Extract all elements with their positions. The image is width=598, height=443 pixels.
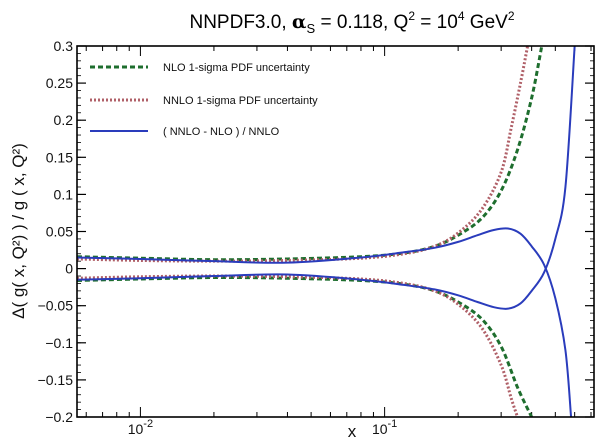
y-tick-label: −0.1: [45, 335, 73, 351]
title-q-sup: 2: [408, 9, 415, 23]
title-mid: = 0.118, Q: [315, 12, 408, 33]
series-diff-upper: [77, 227, 573, 417]
y-tick-label: −0.15: [38, 372, 74, 388]
x-tick-label: 10-1: [372, 418, 397, 437]
x-axis-label: x: [348, 422, 357, 441]
series-layer: [77, 46, 576, 417]
legend-label-nnlo: NNLO 1-sigma PDF uncertainty: [163, 95, 318, 107]
y-tick-label: 0.05: [46, 224, 73, 240]
legend: NLO 1-sigma PDF uncertainty NNLO 1-sigma…: [90, 62, 318, 138]
chart-title: NNPDF3.0, αS = 0.118, Q2 = 104 GeV2: [189, 9, 514, 36]
y-tick-label: 0.1: [54, 186, 74, 202]
y-tick-label: 0.3: [54, 38, 74, 54]
legend-label-nlo: NLO 1-sigma PDF uncertainty: [163, 62, 310, 74]
y-axis-label: Δ( g( x, Q²) ) / g ( x, Q²): [9, 143, 28, 319]
title-exp-sup: 4: [458, 9, 465, 23]
legend-label-diff: ( NNLO - NLO ) / NNLO: [163, 126, 280, 138]
y-tick-label: 0.25: [46, 75, 73, 91]
y-tick-label: 0.2: [54, 112, 74, 128]
plot-frame: [76, 45, 595, 418]
y-tick-label: −0.05: [38, 298, 74, 314]
series-diff-lower: [77, 46, 576, 310]
title-mid2: = 10: [415, 12, 458, 33]
title-suffix: GeV: [465, 12, 509, 33]
title-alpha-sub: S: [307, 21, 316, 36]
y-tick-label: −0.2: [45, 409, 73, 425]
x-tick-label: 10-2: [128, 418, 153, 437]
title-gev-sup: 2: [508, 9, 515, 23]
y-tick-label: 0: [65, 261, 73, 277]
title-alpha: α: [292, 11, 307, 33]
title-prefix: NNPDF3.0,: [189, 12, 291, 33]
y-tick-label: 0.15: [46, 149, 73, 165]
